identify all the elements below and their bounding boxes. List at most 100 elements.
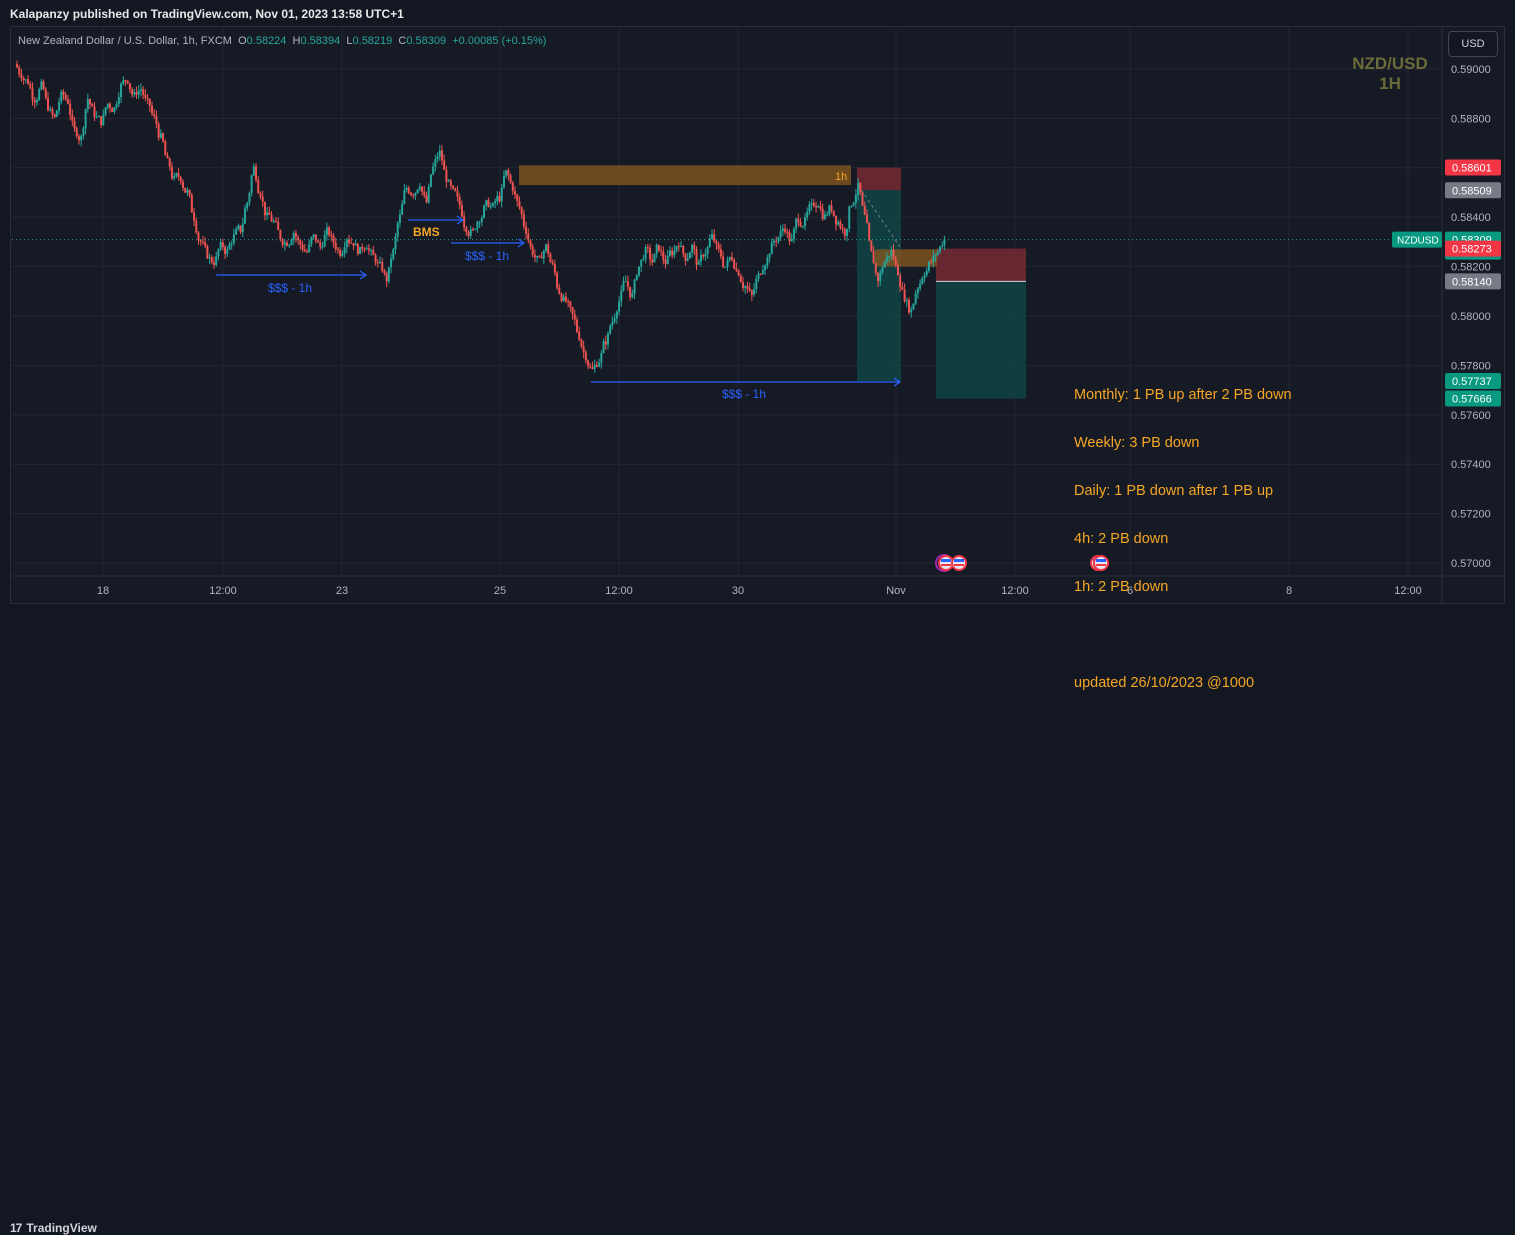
candle [702, 254, 705, 257]
candle [826, 214, 829, 216]
candle [91, 104, 94, 107]
candle [221, 242, 224, 248]
candle [545, 244, 548, 251]
candle [649, 247, 652, 260]
candle [606, 333, 609, 345]
candle [84, 109, 87, 129]
candle [135, 92, 138, 95]
symbol-title: New Zealand Dollar / U.S. Dollar, 1h, FX… [18, 35, 232, 47]
x-tick-label: Nov [886, 585, 906, 597]
candle [578, 331, 581, 340]
candle [682, 246, 685, 254]
candle [633, 280, 636, 294]
candle [514, 191, 517, 195]
candle [232, 234, 235, 243]
candle [921, 278, 924, 284]
candle [810, 203, 813, 205]
candle [440, 150, 443, 161]
candle [795, 218, 798, 229]
candle [868, 223, 871, 241]
candle [204, 242, 207, 246]
liquidity-label: $$$ - 1h [722, 387, 766, 401]
candle [159, 133, 162, 138]
candle [133, 92, 136, 95]
candle [485, 200, 488, 206]
candle [538, 256, 541, 258]
candle [697, 261, 700, 265]
candle [801, 226, 804, 228]
candle [263, 201, 266, 216]
candle [595, 364, 598, 367]
candle [491, 203, 494, 207]
candle [600, 353, 603, 363]
candlestick-chart[interactable]: 1h $$$ - 1h $$$ - 1h $$$ - 1h BMS 0.59000 0.… [0, 0, 1515, 639]
us-flag-icon-stripe [954, 559, 964, 562]
candle [744, 286, 747, 289]
price-badge-text: 0.58509 [1452, 185, 1492, 197]
candle [449, 180, 452, 186]
candle [777, 237, 780, 242]
candle [301, 244, 304, 250]
candle [624, 281, 627, 283]
candle [151, 105, 154, 114]
liquidity-label: $$$ - 1h [465, 249, 509, 263]
candle [655, 244, 658, 254]
candle [345, 239, 348, 248]
chart-frame[interactable] [10, 26, 1505, 604]
candle [693, 245, 696, 250]
high-label: H [292, 35, 301, 47]
candle [742, 282, 745, 289]
candle [370, 250, 373, 252]
candle [115, 104, 118, 108]
currency-button[interactable]: USD [1448, 31, 1498, 57]
candle [483, 205, 486, 218]
candle [177, 173, 180, 178]
candle [941, 245, 944, 247]
low-label: L [346, 35, 353, 47]
candle [363, 248, 366, 250]
candle [620, 290, 623, 302]
candle [387, 267, 390, 282]
candle [199, 240, 202, 242]
candle [531, 246, 534, 256]
candle [888, 255, 891, 257]
candle [108, 103, 111, 108]
candle [770, 242, 773, 255]
candle [212, 262, 215, 266]
y-tick-label: 0.57000 [1451, 558, 1491, 570]
x-tick-label: 8 [1286, 585, 1292, 597]
candle [274, 220, 277, 222]
candle [591, 367, 594, 369]
candle [903, 289, 906, 301]
bms-arrow-head [456, 215, 465, 225]
candle [553, 263, 556, 273]
candle [361, 246, 364, 249]
price-badge: 0.58273 [1445, 240, 1501, 257]
candle [299, 240, 302, 245]
candle [943, 239, 946, 246]
x-tick-label: 12:00 [209, 585, 237, 597]
target-zone [857, 190, 901, 381]
candle [250, 175, 253, 193]
candle [29, 83, 32, 89]
candle [764, 265, 767, 271]
candle [97, 116, 100, 118]
candle [474, 229, 477, 231]
tradingview-logo[interactable]: 17 TradingView [10, 1221, 97, 1235]
price-badge: 0.58509 [1445, 182, 1501, 199]
candle [257, 179, 260, 194]
candle [179, 177, 182, 182]
candle [416, 189, 419, 193]
candle [66, 99, 69, 104]
candle [463, 216, 466, 228]
x-tick-label: 6 [1127, 585, 1133, 597]
candle [896, 265, 899, 276]
candle [580, 339, 583, 347]
candle [467, 231, 470, 236]
price-badge-text: 0.57737 [1452, 376, 1492, 388]
projection-line [857, 184, 901, 248]
candle [246, 202, 249, 209]
candle [478, 222, 481, 224]
candle [498, 196, 501, 202]
candle [664, 259, 667, 265]
